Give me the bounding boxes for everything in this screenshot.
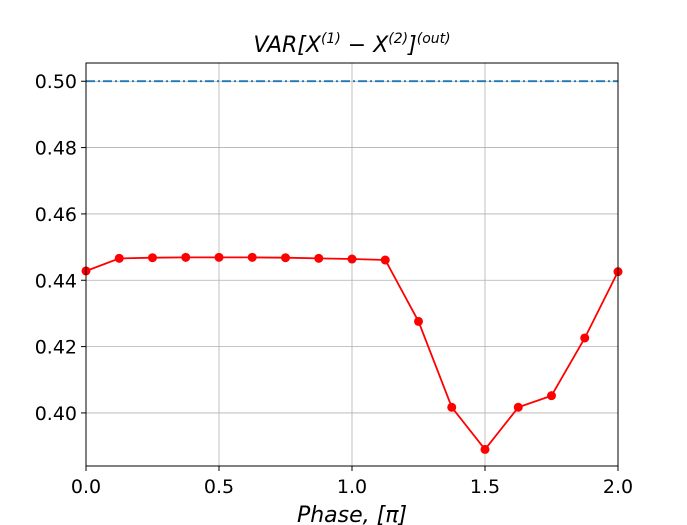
data-point [347,254,357,264]
y-tick-label: 0.44 [35,270,77,292]
data-point [181,252,191,262]
chart-title: VAR[X(1) − X(2)](out) [253,31,450,58]
y-tick-label: 0.46 [35,204,77,226]
axis-ticks: 0.0 0.5 1.0 1.5 2.0 0.40 0.42 0.44 0.46 0.48 0.50 [35,71,633,498]
data-point [148,253,157,263]
x-tick-label: 0.0 [71,476,101,498]
y-tick-label: 0.42 [35,337,77,359]
data-point [380,255,390,265]
x-tick-label: 1.5 [470,476,500,498]
data-point [414,316,423,326]
x-tick-label: 2.0 [603,476,633,498]
data-point [513,402,523,412]
data-point [480,444,490,454]
data-point [314,253,324,263]
data-point [214,252,224,262]
y-tick-label: 0.48 [35,138,77,160]
data-point [547,391,556,401]
x-tick-label: 1.0 [337,476,367,498]
y-tick-label: 0.40 [35,403,77,425]
data-point [447,402,457,412]
data-point [247,252,257,262]
data-point [114,253,124,263]
y-tick-label: 0.50 [35,71,77,93]
data-point [580,333,590,343]
x-axis-label: Phase, [π] [297,503,407,525]
data-point [281,253,290,263]
x-tick-label: 0.5 [204,476,234,498]
grid-lines [85,63,619,466]
